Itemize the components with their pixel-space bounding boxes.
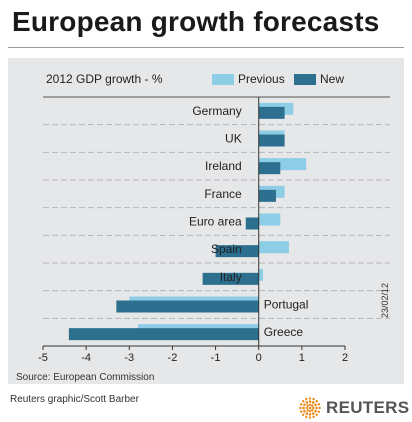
- logo-dot: [311, 404, 314, 407]
- logo-dot: [317, 403, 321, 406]
- x-tick-label: -5: [38, 352, 48, 364]
- logo-dot: [303, 403, 306, 407]
- x-axis: -5 -4 -3 -2 -1 0 1 2: [38, 345, 348, 364]
- category-label: Ireland: [205, 159, 242, 173]
- category-label: Germany: [192, 104, 241, 118]
- logo-dot: [305, 412, 309, 415]
- logo-dot: [305, 415, 308, 419]
- logo-dot: [305, 397, 308, 401]
- bar-new: [245, 217, 259, 230]
- bar-new: [68, 328, 259, 341]
- logo-dot: [302, 406, 305, 410]
- legend-previous-label: Previous: [238, 72, 285, 86]
- logo-dot: [302, 413, 305, 416]
- logo-dot: [308, 406, 312, 410]
- logo-dot: [315, 406, 318, 410]
- logo-dot: [312, 406, 315, 410]
- bar-previous: [258, 268, 264, 281]
- bar-new: [258, 162, 281, 175]
- source-note: Source: European Commission: [16, 372, 155, 383]
- category-label: Greece: [264, 325, 304, 339]
- bar-new: [258, 189, 276, 202]
- logo-dot: [308, 400, 312, 403]
- logo-dot: [308, 403, 312, 406]
- bar-new: [215, 245, 259, 258]
- logo-dot: [315, 400, 318, 403]
- legend-new-label: New: [320, 72, 344, 86]
- logo-dot: [317, 410, 321, 413]
- reuters-brand: REUTERS: [298, 396, 409, 420]
- logo-dot: [311, 412, 315, 415]
- logo-dot: [305, 406, 308, 410]
- chart-subtitle: 2012 GDP growth - %: [46, 72, 163, 86]
- graphic-credit: Reuters graphic/Scott Barber: [10, 394, 139, 405]
- title-divider: [8, 47, 404, 48]
- brand-name: REUTERS: [326, 398, 410, 417]
- x-tick-label: -4: [81, 352, 91, 364]
- bar-previous: [258, 213, 281, 226]
- logo-dot: [318, 406, 321, 410]
- logo-dot: [314, 409, 317, 413]
- logo-dot: [308, 413, 312, 416]
- x-tick-label: 0: [256, 352, 262, 364]
- category-label: Spain: [211, 242, 242, 256]
- x-tick-label: -3: [124, 352, 134, 364]
- logo-dot: [299, 403, 303, 406]
- bar-new: [258, 134, 285, 147]
- bar-previous: [258, 241, 289, 254]
- logo-dot: [308, 410, 312, 413]
- logo-dot: [311, 409, 314, 412]
- logo-dot: [308, 397, 312, 400]
- reuters-logo-icon: [299, 397, 321, 419]
- logo-dot: [308, 416, 312, 419]
- logo-dot: [315, 413, 318, 416]
- bars-layer: Germany UK Ireland France Euro area Spain Ital…: [43, 96, 390, 341]
- logo-dot: [312, 415, 315, 419]
- logo-dot: [312, 397, 315, 401]
- logo-dot: [299, 406, 302, 410]
- logo-dot: [305, 401, 309, 404]
- bar-new: [202, 272, 259, 285]
- logo-dot: [306, 409, 309, 412]
- x-tick-label: -2: [168, 352, 178, 364]
- date-stamp: 23/02/12: [380, 282, 390, 318]
- category-label: France: [204, 187, 242, 201]
- logo-dot: [302, 400, 305, 403]
- category-label: Italy: [220, 270, 242, 284]
- x-tick-label: -1: [211, 352, 221, 364]
- category-label: Euro area: [189, 215, 242, 229]
- logo-dot: [299, 410, 303, 413]
- bar-new: [116, 300, 259, 313]
- category-label: UK: [225, 132, 242, 146]
- chart-title: European growth forecasts: [12, 6, 380, 37]
- logo-dot: [303, 409, 306, 413]
- x-tick-label: 2: [342, 352, 348, 364]
- x-tick-label: 1: [299, 352, 305, 364]
- logo-dot: [306, 404, 309, 407]
- legend-new-swatch: [294, 74, 316, 85]
- logo-dot: [314, 403, 317, 407]
- logo-dot: [311, 401, 315, 404]
- bar-new: [258, 106, 285, 119]
- category-label: Portugal: [264, 298, 309, 312]
- legend-previous-swatch: [212, 74, 234, 85]
